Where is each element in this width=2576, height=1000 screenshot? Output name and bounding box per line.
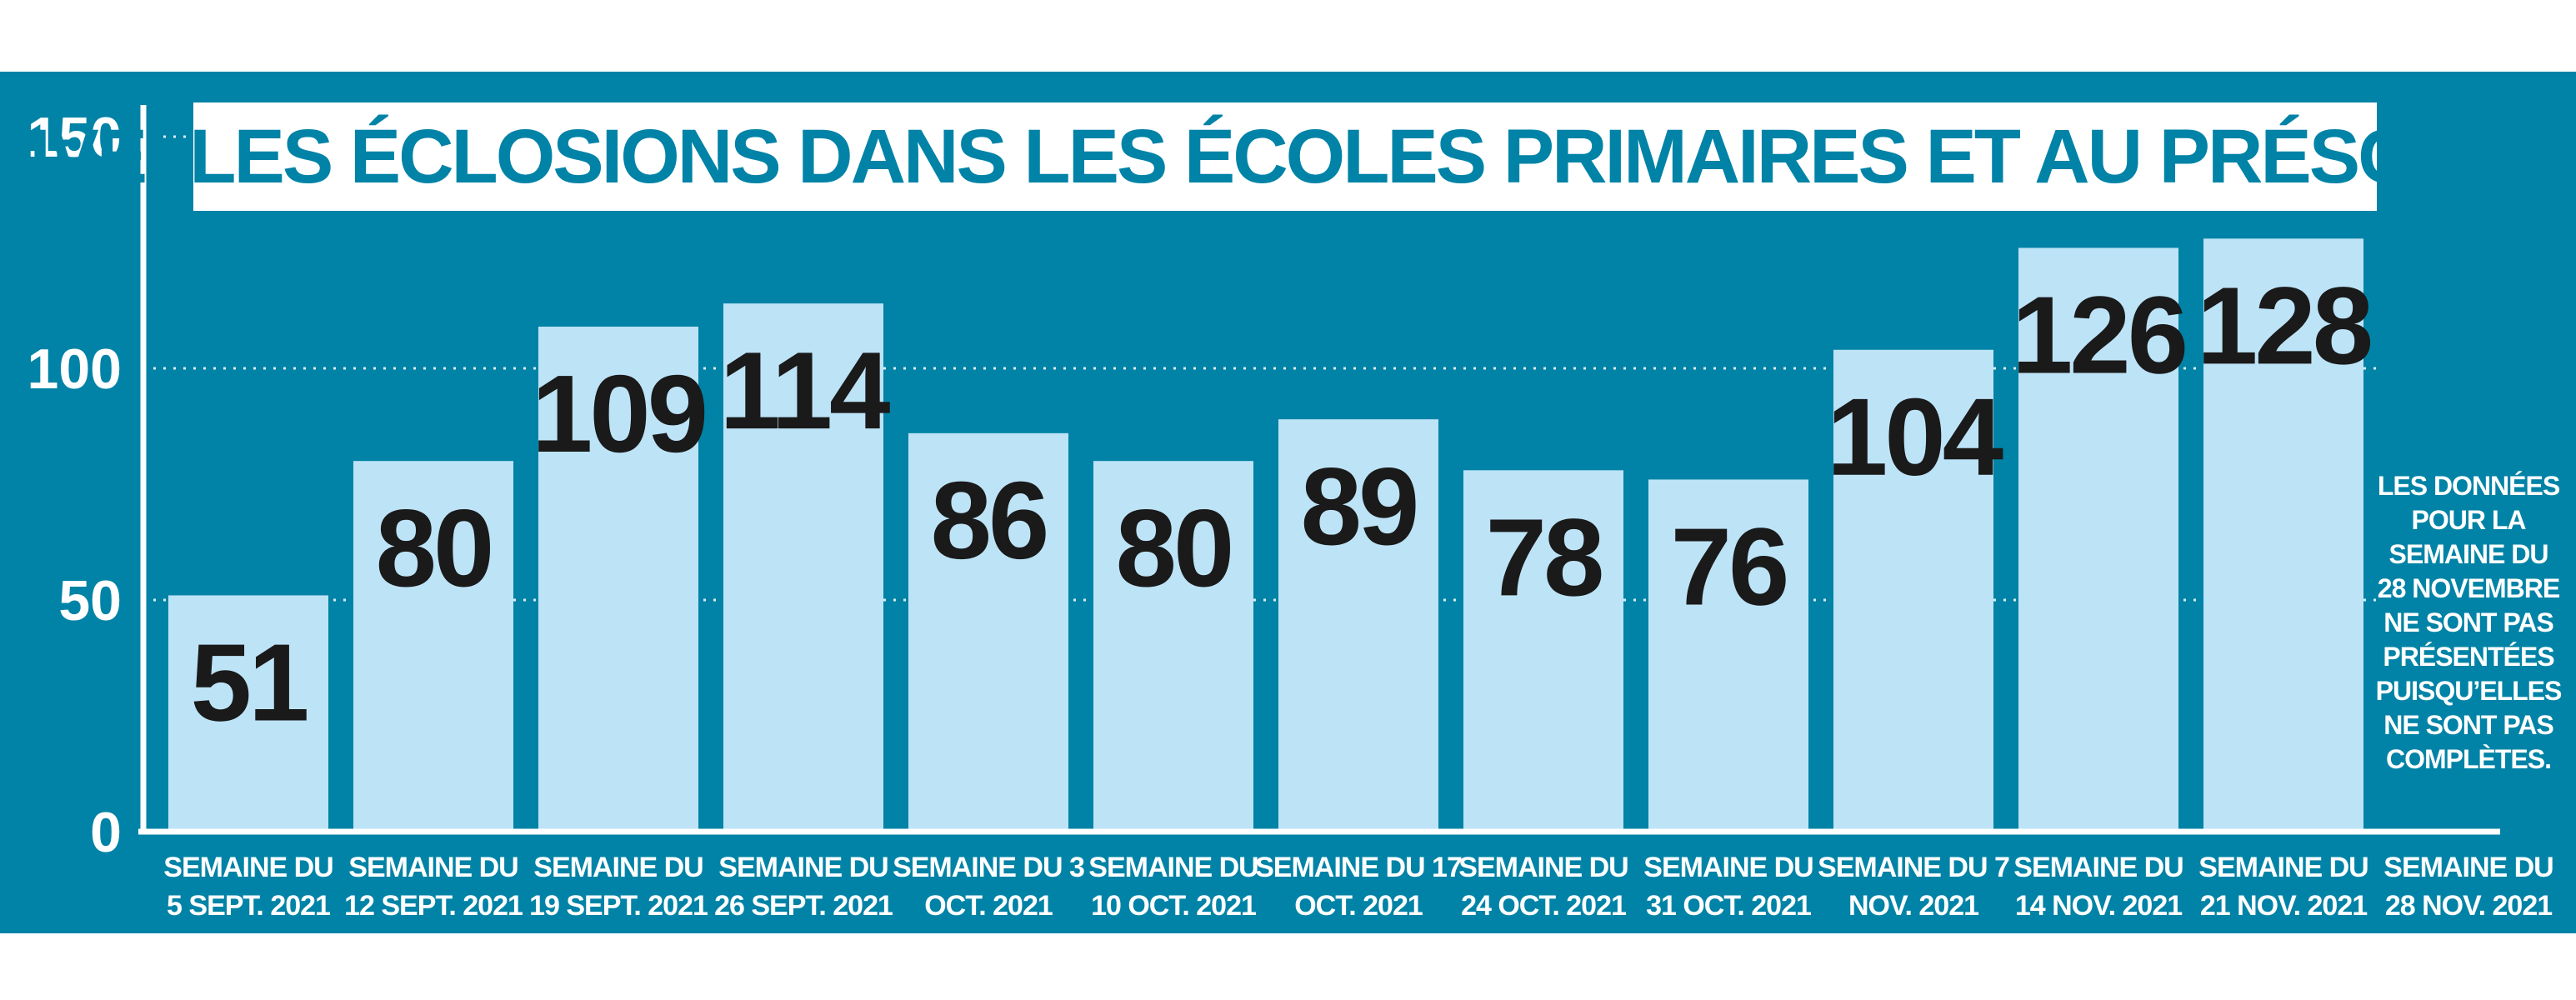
bar [723, 303, 883, 832]
x-tick-label: SEMAINE DU [533, 852, 703, 883]
bar [1278, 419, 1438, 832]
annotation-note: 28 NOVEMBRE [2378, 573, 2560, 603]
x-tick-label: 19 SEPT. 2021 [529, 890, 708, 922]
data-label: 80 [1116, 487, 1232, 609]
data-label: 114 [720, 329, 891, 452]
bar [2203, 238, 2363, 832]
x-tick-label: SEMAINE DU 7 [1818, 852, 2009, 883]
x-tick-label: 14 NOV. 2021 [2015, 890, 2182, 922]
x-tick-label: 12 SEPT. 2021 [344, 890, 523, 922]
bar [168, 595, 328, 832]
data-label: 76 [1671, 505, 1787, 628]
x-tick-label: SEMAINE DU 17 [1255, 852, 1462, 883]
annotation-note: NE SONT PAS [2383, 710, 2553, 740]
bar-chart: 0 50 100 150 51 SEMAINE DU 5 SEPT. 2021 80 SEMAI… [28, 105, 2563, 922]
data-label: 86 [931, 459, 1047, 582]
bar [1463, 470, 1623, 832]
x-tick-label: OCT. 2021 [1294, 890, 1423, 922]
chart-title: NOUVELLES ÉCLOSIONS DANS LES ÉCOLES PRIM… [0, 113, 2576, 199]
x-tick-label: SEMAINE DU [1458, 852, 1628, 883]
x-tick-label: OCT. 2021 [924, 890, 1053, 922]
y-tick-label: 50 [58, 569, 122, 632]
x-tick-label: 24 OCT. 2021 [1461, 890, 1626, 922]
bar [538, 326, 698, 832]
data-label: 104 [1827, 376, 2003, 498]
bar [908, 432, 1068, 832]
annotation-note: LES DONNÉES [2378, 471, 2560, 501]
chart-panel: 0 50 100 150 51 SEMAINE DU 5 SEPT. 2021 80 SEMAI… [0, 72, 2576, 933]
data-label: 80 [376, 487, 492, 609]
x-tick-label: NOV. 2021 [1848, 890, 1978, 922]
annotation-note: POUR LA [2412, 505, 2527, 535]
data-label: 126 [2012, 273, 2185, 396]
x-tick-label: SEMAINE DU [2013, 852, 2183, 883]
data-label: 109 [532, 352, 705, 475]
data-label: 89 [1301, 445, 1417, 568]
y-tick-label: 150 [28, 106, 122, 169]
x-tick-label: SEMAINE DU [1643, 852, 1813, 883]
bar [353, 461, 513, 832]
x-tick-label: 5 SEPT. 2021 [167, 890, 330, 922]
annotation-note: SEMAINE DU [2389, 539, 2548, 569]
x-tick-label: SEMAINE DU 3 [893, 852, 1084, 883]
y-tick-label: 0 [90, 801, 122, 864]
data-label: 51 [191, 621, 307, 743]
x-tick-label: 31 OCT. 2021 [1646, 890, 1811, 922]
data-label: 78 [1486, 496, 1602, 618]
bar [1093, 461, 1253, 832]
x-tick-label: SEMAINE DU [718, 852, 888, 883]
annotation-note: COMPLÈTES. [2386, 744, 2551, 774]
bar [2018, 248, 2178, 832]
chart-title-box: NOUVELLES ÉCLOSIONS DANS LES ÉCOLES PRIM… [0, 102, 2576, 211]
x-tick-label: 28 NOV. 2021 [2385, 890, 2552, 922]
annotation-note: PUISQU’ELLES [2376, 676, 2562, 706]
x-tick-label: 26 SEPT. 2021 [714, 890, 893, 922]
bar [1648, 479, 1808, 832]
y-tick-label: 100 [28, 338, 122, 401]
bar [1833, 349, 1993, 832]
x-tick-label: 21 NOV. 2021 [2200, 890, 2367, 922]
x-tick-label: SEMAINE DU [163, 852, 333, 883]
annotation-note: NE SONT PAS [2383, 608, 2553, 638]
data-label: 128 [2197, 264, 2371, 387]
x-tick-label: 10 OCT. 2021 [1091, 890, 1256, 922]
x-tick-label: SEMAINE DU [1088, 852, 1258, 883]
x-tick-label: SEMAINE DU [348, 852, 518, 883]
x-tick-label: SEMAINE DU [2198, 852, 2368, 883]
x-tick-label: SEMAINE DU [2383, 852, 2553, 883]
annotation-note: PRÉSENTÉES [2383, 642, 2554, 672]
